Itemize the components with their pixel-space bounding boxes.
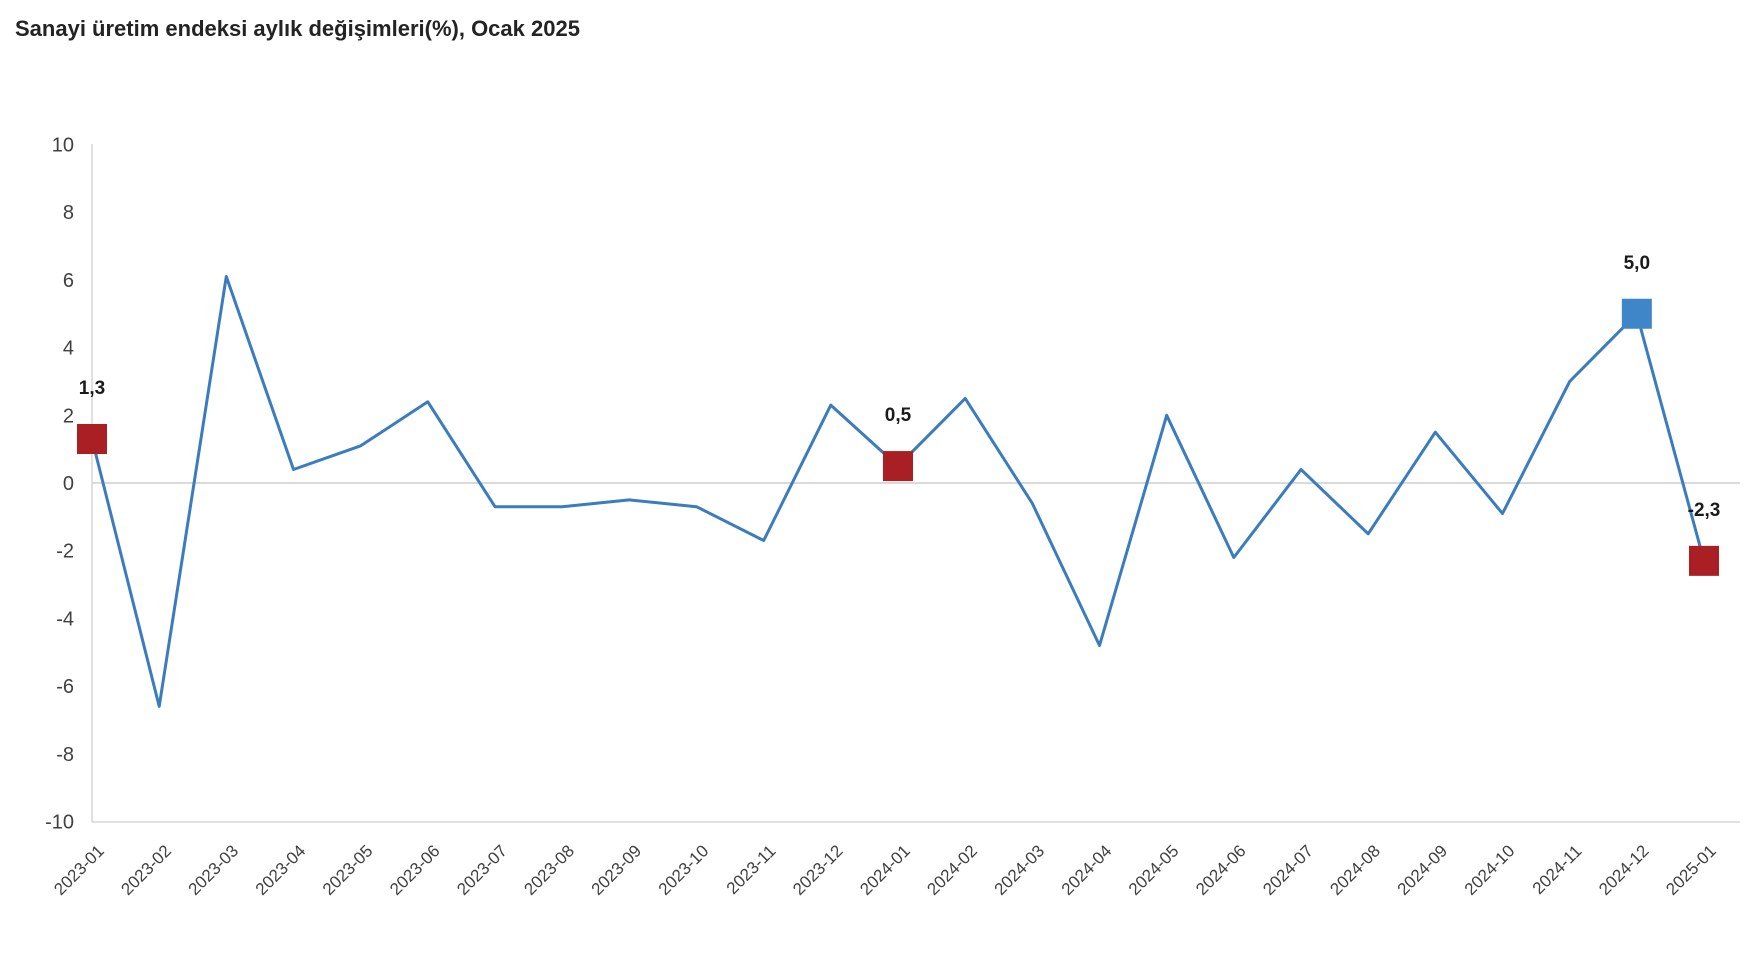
y-tick-label: 0 — [63, 473, 74, 495]
y-tick-label: -10 — [45, 812, 74, 834]
x-tick-label: 2024-09 — [1394, 841, 1452, 899]
y-tick-label: 2 — [63, 405, 74, 427]
trend-line — [90, 275, 1706, 708]
x-tick-label: 2023-07 — [453, 841, 511, 899]
y-tick-label: 6 — [63, 270, 74, 292]
x-tick-label: 2024-05 — [1125, 841, 1183, 899]
point-value-label: 5,0 — [1624, 253, 1650, 274]
x-tick-label: 2023-11 — [723, 841, 780, 898]
x-tick-label: 2023-12 — [789, 841, 847, 899]
x-tick-label: 2024-01 — [856, 841, 914, 899]
x-tick-label: 2024-02 — [923, 841, 981, 899]
x-tick-label: 2023-01 — [50, 841, 108, 899]
x-tick-label: 2024-12 — [1595, 841, 1653, 899]
y-tick-label: 10 — [52, 135, 74, 157]
x-tick-label: 2023-03 — [185, 841, 243, 899]
y-tick-label: -8 — [56, 744, 74, 766]
x-tick-label: 2024-06 — [1192, 841, 1250, 899]
chart-title: Sanayi üretim endeksi aylık değişimleri(… — [15, 16, 580, 41]
x-tick-label: 2024-11 — [1529, 841, 1586, 898]
x-tick-label: 2024-03 — [991, 841, 1049, 899]
point-value-label: 0,5 — [885, 405, 912, 426]
y-tick-label: -6 — [56, 676, 74, 698]
x-tick-label: 2024-07 — [1259, 841, 1317, 899]
x-tick-label: 2023-08 — [520, 841, 578, 899]
x-tick-label: 2023-09 — [588, 841, 646, 899]
data-point-marker — [1689, 545, 1719, 576]
y-tick-label: -2 — [56, 541, 74, 563]
x-tick-label: 2023-02 — [117, 841, 175, 899]
x-tick-label: 2024-08 — [1326, 841, 1384, 899]
x-tick-label: 2023-04 — [252, 841, 310, 899]
x-tick-label: 2023-05 — [319, 841, 377, 899]
x-tick-label: 2023-06 — [386, 841, 444, 899]
point-value-label: -2,3 — [1688, 500, 1721, 521]
data-point-marker — [77, 423, 107, 454]
y-tick-label: -4 — [56, 608, 74, 630]
y-tick-label: 8 — [63, 202, 74, 224]
y-tick-label: 4 — [63, 338, 74, 360]
x-tick-label: 2024-10 — [1461, 841, 1519, 899]
point-value-label: 1,3 — [79, 378, 105, 399]
x-tick-label: 2023-10 — [655, 841, 713, 899]
x-tick-label: 2024-04 — [1058, 841, 1116, 899]
data-point-marker — [1621, 298, 1652, 329]
data-point-marker — [883, 451, 913, 482]
x-tick-label: 2025-01 — [1662, 841, 1720, 899]
